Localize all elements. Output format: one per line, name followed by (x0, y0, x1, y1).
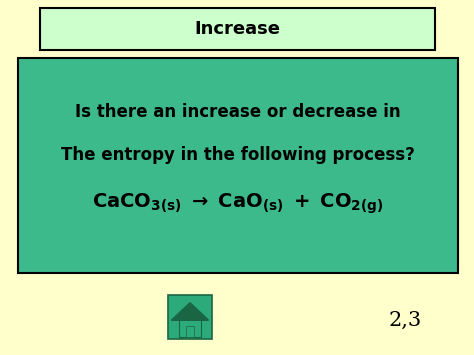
Text: The entropy in the following process?: The entropy in the following process? (61, 146, 415, 164)
Text: 2,3: 2,3 (388, 311, 422, 329)
Polygon shape (171, 303, 209, 320)
FancyBboxPatch shape (168, 295, 212, 339)
Text: $\mathbf{CaCO_{3(s)}\ \rightarrow\ CaO_{(s)}\ +\ CO_{2(g)}}$: $\mathbf{CaCO_{3(s)}\ \rightarrow\ CaO_{… (92, 192, 383, 217)
FancyBboxPatch shape (186, 326, 193, 337)
FancyBboxPatch shape (40, 8, 435, 50)
FancyBboxPatch shape (18, 58, 458, 273)
Text: Is there an increase or decrease in: Is there an increase or decrease in (75, 103, 401, 121)
Text: Increase: Increase (194, 20, 281, 38)
FancyBboxPatch shape (179, 318, 201, 337)
